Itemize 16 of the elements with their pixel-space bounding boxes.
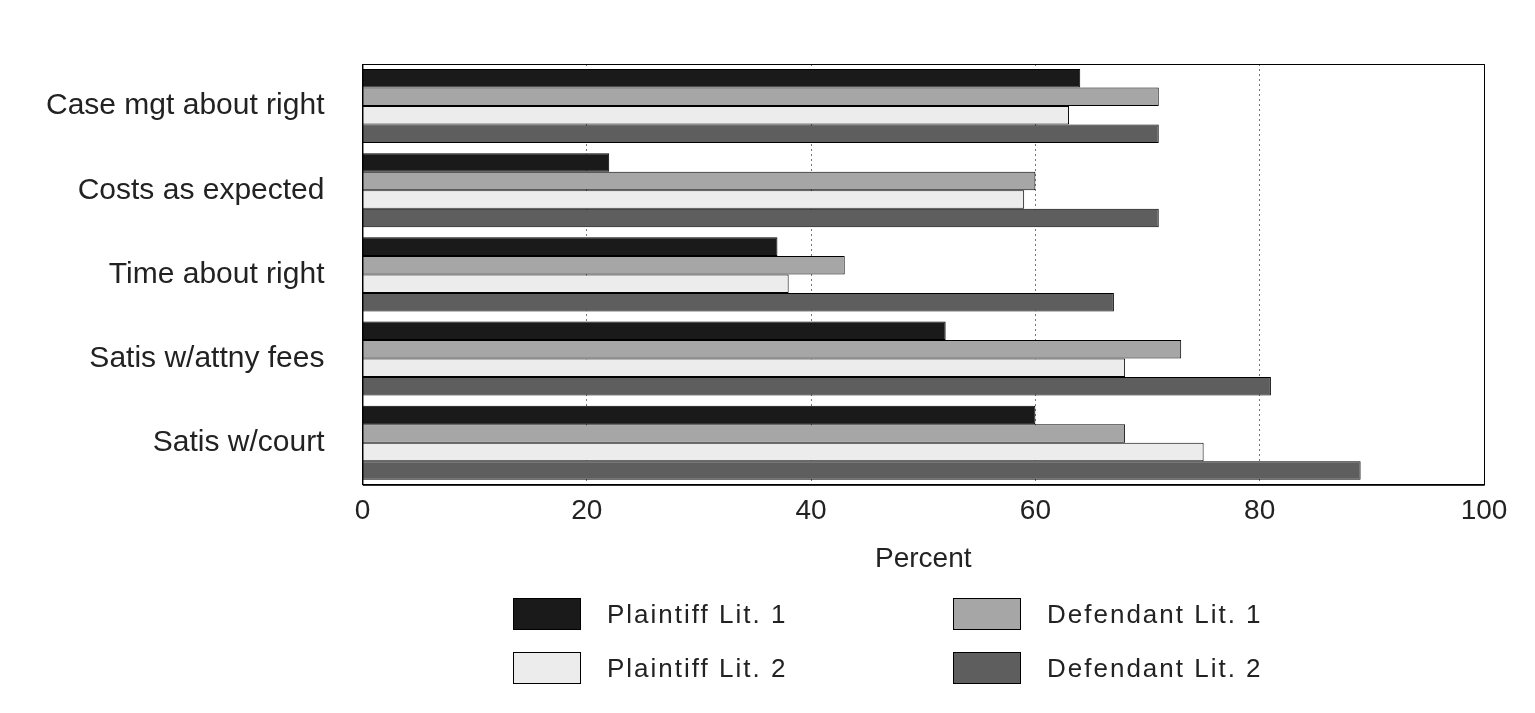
y-tick-label: Case mgt about right: [46, 87, 326, 121]
legend-label: Defendant Lit. 2: [1047, 652, 1263, 684]
y-tick-label: Costs as expected: [77, 171, 325, 205]
x-axis-title: Percent: [874, 541, 972, 573]
x-tick-label: 0: [354, 494, 371, 526]
legend-label: Plaintiff Lit. 1: [607, 598, 788, 630]
y-tick-label: Time about right: [108, 255, 326, 289]
legend-label: Plaintiff Lit. 2: [607, 652, 788, 684]
x-tick-label: 40: [795, 494, 827, 526]
x-tick-label: 80: [1244, 494, 1276, 526]
y-tick-label: Satis w/court: [152, 423, 326, 457]
x-tick-label: 20: [571, 494, 603, 526]
y-tick-label: Satis w/attny fees: [89, 339, 325, 373]
legend-label: Defendant Lit. 1: [1047, 598, 1263, 630]
x-tick-label: 100: [1460, 494, 1508, 526]
x-tick-label: 60: [1019, 494, 1051, 526]
